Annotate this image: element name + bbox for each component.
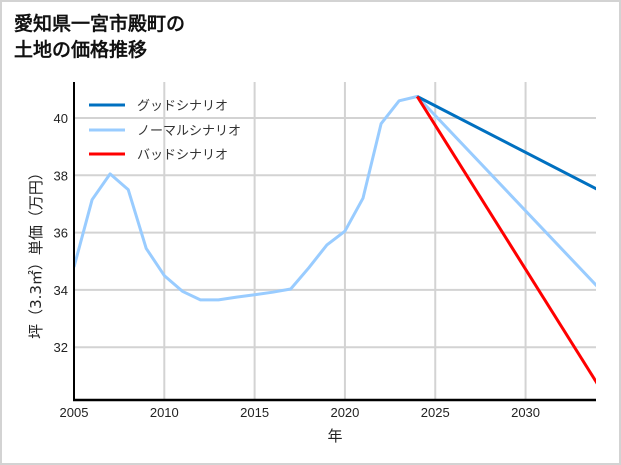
x-tick-label: 2030 — [511, 405, 540, 420]
series-lines — [74, 95, 596, 385]
x-tick-labels: 2005 2010 2015 2020 2025 2030 — [60, 405, 540, 420]
series-line-2 — [415, 95, 596, 385]
x-axis-label: 年 — [327, 427, 342, 445]
x-tick-label: 2020 — [330, 405, 359, 420]
y-tick-labels: 32 34 36 38 40 — [54, 111, 68, 355]
y-axis-label: 坪（3.3㎡）単価（万円） — [27, 165, 45, 339]
title-line-1: 愛知県一宮市殿町の — [14, 13, 186, 35]
y-tick-label: 36 — [54, 226, 68, 241]
y-tick-label: 34 — [54, 283, 68, 298]
legend-label: グッドシナリオ — [137, 99, 228, 114]
title-line-2: 土地の価格推移 — [14, 39, 148, 61]
x-tick-label: 2015 — [240, 405, 269, 420]
y-tick-label: 40 — [54, 111, 68, 126]
x-tick-label: 2005 — [60, 405, 89, 420]
series-line-0 — [416, 95, 596, 191]
y-tick-label: 32 — [54, 340, 68, 355]
axes — [73, 82, 596, 402]
gridlines — [74, 82, 596, 400]
series-line-1 — [74, 95, 596, 302]
y-tick-label: 38 — [54, 168, 68, 183]
x-tick-label: 2010 — [150, 405, 179, 420]
legend-label: バッドシナリオ — [137, 148, 228, 163]
x-tick-label: 2025 — [421, 405, 450, 420]
chart-title: 愛知県一宮市殿町の 土地の価格推移 — [14, 11, 185, 63]
legend-label: ノーマルシナリオ — [137, 124, 241, 139]
